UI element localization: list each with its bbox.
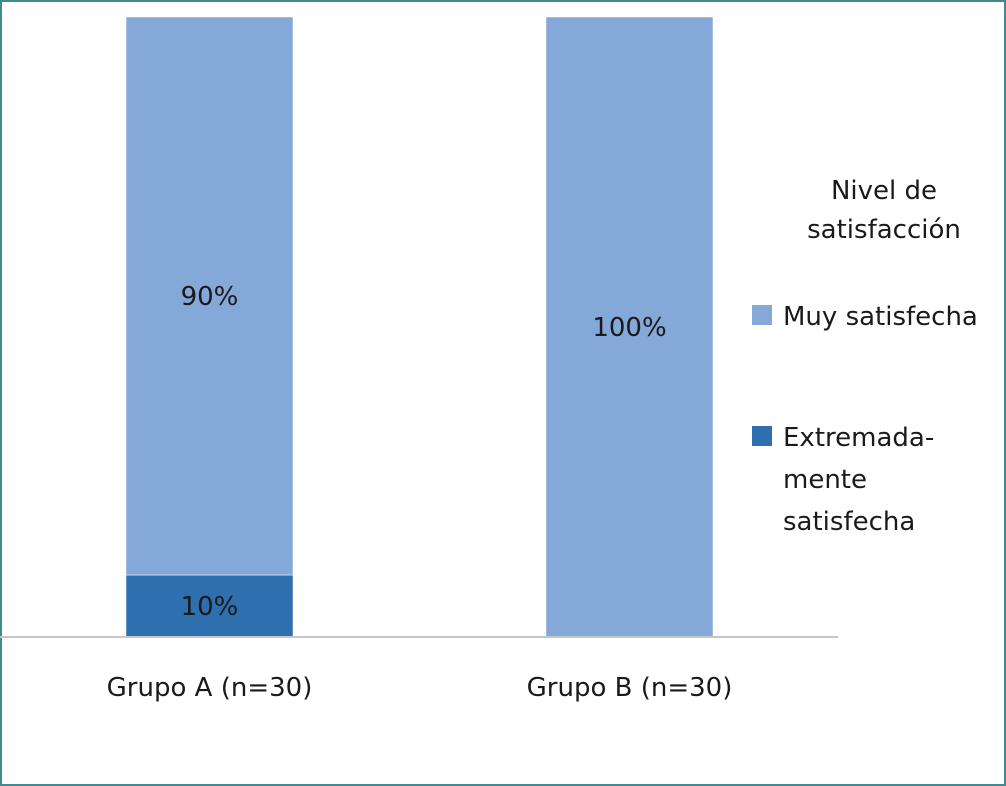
data-label: 90% <box>181 282 239 312</box>
legend-label: Muy satisfecha <box>783 302 978 332</box>
legend-item: Extremada-mente satisfecha <box>752 423 934 537</box>
legend-swatch <box>752 426 772 446</box>
legend-swatch <box>752 305 772 325</box>
data-label: 100% <box>592 313 666 343</box>
x-tick-label: Grupo B (n=30) <box>527 673 733 703</box>
x-tick-label: Grupo A (n=30) <box>107 673 313 703</box>
bars-group <box>125 16 714 638</box>
bar-muy-grupo-a <box>125 16 294 576</box>
legend: Nivel de satisfacción Muy satisfecha Extrem… <box>752 176 978 537</box>
x-tick-labels-group: Grupo A (n=30) Grupo B (n=30) <box>107 673 733 703</box>
legend-item: Muy satisfecha <box>752 302 978 332</box>
bar-muy-grupo-b <box>545 16 714 638</box>
legend-title: Nivel de satisfacción <box>807 176 961 245</box>
legend-label: Extremada-mente satisfecha <box>783 423 934 537</box>
bar-extremadamente-grupo-a <box>125 574 294 638</box>
data-labels-group: 10% 90% 100% <box>181 282 667 622</box>
data-label: 10% <box>181 592 239 622</box>
